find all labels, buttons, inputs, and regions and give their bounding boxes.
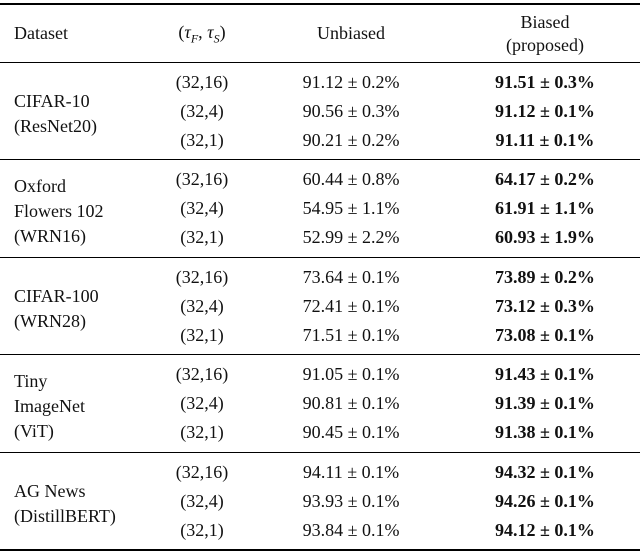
col-header-tau: (τF, τS) (152, 4, 252, 63)
unbiased-cell: 94.11 ± 0.1% (252, 451, 450, 487)
dataset-line: ImageNet (14, 395, 85, 416)
biased-header-line1: Biased (520, 12, 570, 32)
tau-cell: (32,1) (180, 519, 224, 540)
biased-cell: 91.43 ± 0.1% (450, 354, 640, 390)
col-header-dataset: Dataset (14, 23, 68, 44)
table-row: Oxford Flowers 102 (WRN16) (32,16) 60.44 ± 0… (0, 159, 640, 258)
dataset-line: (WRN16) (14, 225, 86, 246)
biased-cell: 91.51 ± 0.3% (495, 72, 595, 92)
unbiased-cell: 73.64 ± 0.1% (252, 256, 450, 292)
dataset-line: (ResNet20) (14, 115, 97, 136)
tau-cell: (32,4) (180, 490, 224, 511)
unbiased-cell: 90.81 ± 0.1% (302, 393, 400, 414)
tau-close: ) (219, 21, 226, 42)
biased-cell: 91.11 ± 0.1% (495, 129, 595, 150)
table-row: (32,1) 90.45 ± 0.1% 91.38 ± 0.1% (0, 418, 640, 452)
unbiased-cell: 90.21 ± 0.2% (302, 129, 400, 150)
tau-cell: (32,4) (180, 393, 224, 414)
tau-cell: (32,4) (180, 198, 224, 219)
biased-cell: 73.12 ± 0.3% (495, 295, 595, 316)
table-row: CIFAR-10 (ResNet20) (32,16) 91.12 ± 0.2% 91.… (0, 63, 640, 136)
table-row: (32,1) 52.99 ± 2.2% 60.93 ± 1.9% (0, 223, 640, 257)
dataset-line: CIFAR-10 (14, 90, 90, 111)
biased-cell: 91.38 ± 0.1% (495, 422, 595, 443)
dataset-line: Oxford (14, 175, 66, 196)
tau-cell: (32,4) (180, 100, 224, 121)
dataset-cell: Tiny ImageNet (ViT) (0, 354, 152, 453)
tau-subscript-f: F (190, 31, 199, 46)
results-table: Dataset (τF, τS) Unbiased Biased (propos… (0, 3, 640, 551)
col-header-unbiased: Unbiased (317, 23, 385, 44)
biased-cell: 64.17 ± 0.2% (450, 159, 640, 195)
biased-cell: 91.12 ± 0.1% (495, 100, 595, 121)
unbiased-cell: 93.93 ± 0.1% (302, 490, 400, 511)
table-header: Dataset (τF, τS) Unbiased Biased (propos… (0, 4, 640, 63)
dataset-line: CIFAR-100 (14, 285, 99, 306)
tau-subscript-s: S (213, 31, 220, 46)
biased-cell: 73.08 ± 0.1% (495, 324, 595, 345)
tau-separator: , (198, 21, 208, 42)
unbiased-cell: 90.45 ± 0.1% (302, 422, 400, 443)
tau-symbol-f: τ (184, 21, 191, 42)
tau-cell: (32,4) (180, 295, 224, 316)
tau-symbol-s: τ (207, 21, 214, 42)
dataset-line: (ViT) (14, 420, 54, 441)
dataset-cell: Oxford Flowers 102 (WRN16) (0, 159, 152, 258)
biased-cell: 91.39 ± 0.1% (495, 393, 595, 414)
table-row: (32,4) 90.56 ± 0.3% 91.12 ± 0.1% (0, 97, 640, 126)
biased-cell: 94.26 ± 0.1% (495, 490, 595, 511)
unbiased-cell: 90.56 ± 0.3% (302, 100, 400, 121)
table-row: (32,1) 90.21 ± 0.2% 91.11 ± 0.1% (0, 126, 640, 160)
unbiased-cell: 91.05 ± 0.1% (252, 354, 450, 390)
dataset-line: (WRN28) (14, 310, 86, 331)
table-body: CIFAR-10 (ResNet20) (32,16) 91.12 ± 0.2% 91.… (0, 63, 640, 551)
biased-cell: 61.91 ± 1.1% (495, 198, 595, 219)
table-row: (32,1) 71.51 ± 0.1% 73.08 ± 0.1% (0, 321, 640, 355)
table-row: AG News (DistillBERT) (32,16) 94.11 ± 0.1% 9… (0, 451, 640, 551)
table-row: (32,4) 72.41 ± 0.1% 73.12 ± 0.3% (0, 292, 640, 321)
tau-cell: (32,16) (152, 256, 252, 292)
col-header-biased: Biased (proposed) (450, 4, 640, 63)
tau-cell: (32,1) (180, 227, 224, 248)
dataset-line: AG News (14, 480, 86, 501)
tau-cell: (32,16) (152, 159, 252, 195)
tau-cell: (32,16) (152, 451, 252, 487)
unbiased-cell: 52.99 ± 2.2% (302, 227, 400, 248)
biased-cell: 94.12 ± 0.1% (495, 519, 595, 540)
table-row: (32,4) 93.93 ± 0.1% 94.26 ± 0.1% (0, 487, 640, 516)
tau-cell: (32,1) (180, 129, 224, 150)
dataset-cell: AG News (DistillBERT) (0, 451, 152, 551)
table-row: (32,4) 90.81 ± 0.1% 91.39 ± 0.1% (0, 389, 640, 418)
dataset-cell: CIFAR-100 (WRN28) (0, 256, 152, 355)
tau-cell: (32,16) (152, 354, 252, 390)
table-row: (32,1) 93.84 ± 0.1% 94.12 ± 0.1% (0, 516, 640, 551)
unbiased-cell: 71.51 ± 0.1% (302, 324, 400, 345)
biased-cell: 94.32 ± 0.1% (450, 451, 640, 487)
unbiased-cell: 60.44 ± 0.8% (252, 159, 450, 195)
unbiased-cell: 72.41 ± 0.1% (302, 295, 400, 316)
biased-cell: 60.93 ± 1.9% (495, 227, 595, 248)
biased-header-line2: (proposed) (506, 34, 584, 55)
tau-cell: (32,1) (180, 422, 224, 443)
unbiased-cell: 54.95 ± 1.1% (302, 198, 400, 219)
dataset-cell: CIFAR-10 (ResNet20) (0, 63, 152, 160)
tau-cell: (32,1) (180, 324, 224, 345)
unbiased-cell: 91.12 ± 0.2% (302, 72, 400, 92)
dataset-line: Flowers 102 (14, 200, 104, 221)
header-row: Dataset (τF, τS) Unbiased Biased (propos… (0, 4, 640, 63)
unbiased-cell: 93.84 ± 0.1% (302, 519, 400, 540)
table-row: (32,4) 54.95 ± 1.1% 61.91 ± 1.1% (0, 194, 640, 223)
dataset-line: Tiny (14, 370, 48, 391)
dataset-line: (DistillBERT) (14, 505, 116, 526)
table-row: Tiny ImageNet (ViT) (32,16) 91.05 ± 0.1% 91.4… (0, 354, 640, 453)
table-row: CIFAR-100 (WRN28) (32,16) 73.64 ± 0.1% 73.89… (0, 256, 640, 355)
tau-cell: (32,16) (175, 72, 229, 92)
tau-open: ( (178, 21, 185, 42)
biased-cell: 73.89 ± 0.2% (450, 256, 640, 292)
